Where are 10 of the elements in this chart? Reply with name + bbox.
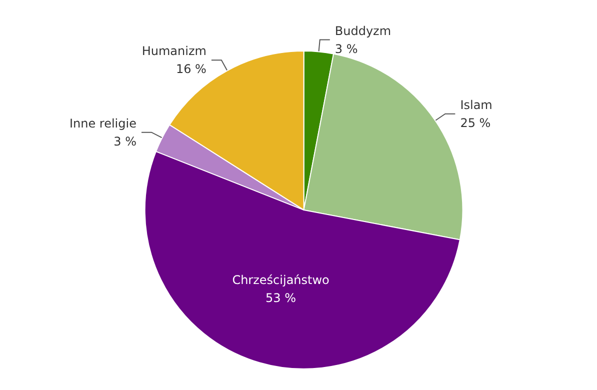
data-label: 3 % [334,42,358,56]
data-label: 25 % [460,116,491,130]
data-label: 3 % [114,134,136,148]
data-label: 53 % [266,291,296,306]
slice-label: Chrześcijaństwo [232,273,330,288]
slice-label: Buddyzm [334,24,392,38]
slice-label: Humanizm [142,44,206,58]
slice-label: Islam [460,98,492,112]
data-label: 16 % [176,62,206,76]
slice-label: Inne religie [69,116,136,130]
